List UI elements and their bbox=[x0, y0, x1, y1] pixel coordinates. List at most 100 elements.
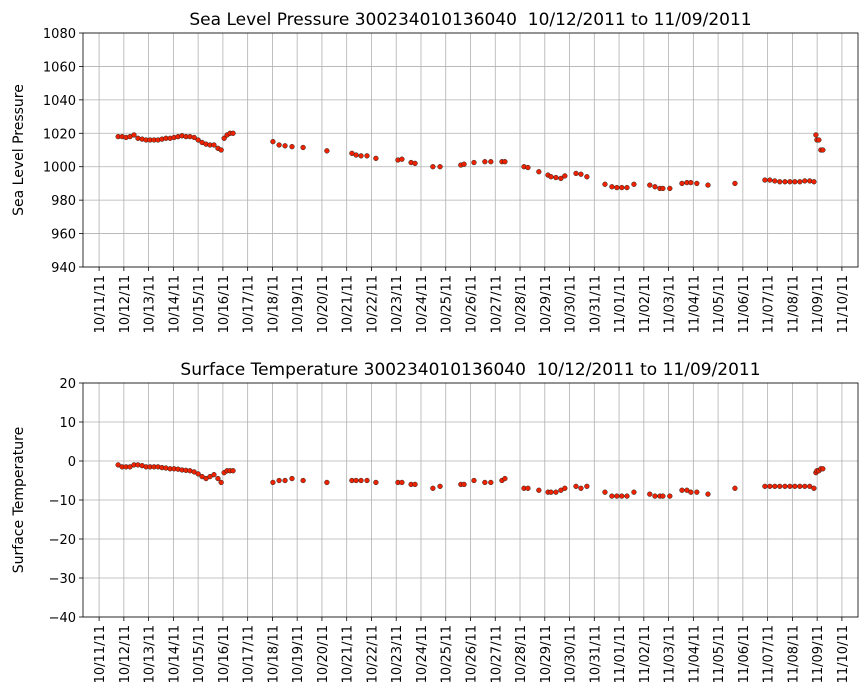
point bbox=[488, 159, 494, 165]
point bbox=[614, 493, 620, 499]
point bbox=[282, 477, 288, 484]
x-tick-label: 10/31/11 bbox=[588, 275, 603, 333]
point bbox=[430, 164, 436, 170]
y-axis-label: Sea Level Pressure bbox=[11, 84, 27, 216]
point bbox=[767, 483, 773, 490]
x-tick-label: 10/15/11 bbox=[192, 275, 207, 333]
point bbox=[373, 155, 379, 162]
point bbox=[767, 177, 773, 183]
point bbox=[602, 181, 608, 187]
x-tick-label: 10/28/11 bbox=[514, 275, 529, 333]
point bbox=[792, 483, 798, 490]
point bbox=[437, 164, 443, 170]
point bbox=[811, 485, 817, 491]
point bbox=[660, 493, 666, 499]
y-tick-label: 1060 bbox=[43, 60, 76, 75]
point bbox=[562, 485, 568, 491]
x-tick-label: 10/20/11 bbox=[316, 275, 331, 333]
point bbox=[211, 472, 217, 478]
x-tick-label: 11/03/11 bbox=[663, 625, 678, 683]
point bbox=[619, 184, 625, 191]
point bbox=[482, 159, 488, 165]
point bbox=[762, 177, 768, 183]
x-tick-label: 11/08/11 bbox=[786, 625, 801, 683]
point bbox=[289, 475, 295, 482]
point bbox=[230, 468, 236, 474]
point bbox=[782, 483, 788, 490]
x-tick-label: 10/15/11 bbox=[192, 625, 207, 683]
point bbox=[807, 178, 813, 184]
x-tick-label: 10/30/11 bbox=[564, 625, 579, 683]
x-tick-label: 10/25/11 bbox=[440, 275, 455, 333]
y-tick-label: 980 bbox=[51, 194, 76, 209]
x-tick-label: 10/24/11 bbox=[415, 625, 430, 683]
point bbox=[732, 485, 738, 491]
point bbox=[652, 493, 658, 499]
point bbox=[811, 179, 817, 185]
point bbox=[820, 466, 826, 472]
point bbox=[488, 479, 494, 486]
point bbox=[797, 179, 803, 185]
point bbox=[525, 485, 531, 491]
x-tick-label: 10/22/11 bbox=[365, 275, 380, 333]
x-tick-label: 10/11/11 bbox=[93, 275, 108, 333]
x-tick-label: 10/13/11 bbox=[143, 625, 158, 683]
x-tick-label: 10/24/11 bbox=[415, 275, 430, 333]
point bbox=[195, 471, 201, 477]
point bbox=[364, 477, 370, 484]
x-tick-label: 11/09/11 bbox=[811, 625, 826, 683]
point bbox=[792, 179, 798, 185]
point bbox=[412, 481, 418, 488]
point bbox=[762, 483, 768, 490]
x-tick-label: 10/20/11 bbox=[316, 625, 331, 683]
point bbox=[548, 489, 554, 495]
point bbox=[187, 133, 193, 140]
point bbox=[631, 181, 637, 187]
y-tick-label: 1080 bbox=[43, 27, 76, 42]
point bbox=[461, 161, 467, 167]
point bbox=[270, 479, 276, 486]
point bbox=[679, 487, 685, 493]
point bbox=[782, 179, 788, 185]
point bbox=[797, 483, 803, 490]
point bbox=[688, 489, 694, 495]
point bbox=[358, 477, 364, 484]
point bbox=[772, 178, 778, 184]
y-tick-label: 1040 bbox=[43, 94, 76, 109]
x-tick-label: 11/08/11 bbox=[786, 275, 801, 333]
point bbox=[732, 180, 738, 187]
point bbox=[652, 184, 658, 190]
point bbox=[553, 489, 559, 495]
x-tick-label: 10/26/11 bbox=[465, 625, 480, 683]
x-tick-label: 10/23/11 bbox=[390, 625, 405, 683]
x-tick-label: 11/04/11 bbox=[687, 625, 702, 683]
point bbox=[525, 164, 531, 171]
x-tick-label: 11/02/11 bbox=[638, 275, 653, 333]
x-tick-label: 10/27/11 bbox=[489, 625, 504, 683]
point bbox=[619, 493, 625, 499]
y-tick-label: −10 bbox=[49, 494, 76, 509]
point bbox=[578, 485, 584, 491]
point bbox=[215, 475, 221, 482]
point bbox=[471, 477, 477, 484]
x-tick-label: 10/19/11 bbox=[291, 625, 306, 683]
point bbox=[584, 174, 590, 180]
point bbox=[679, 180, 685, 187]
x-tick-label: 10/26/11 bbox=[465, 275, 480, 333]
point bbox=[667, 185, 673, 192]
x-tick-label: 11/05/11 bbox=[712, 275, 727, 333]
x-tick-label: 10/12/11 bbox=[118, 625, 133, 683]
y-tick-label: 1000 bbox=[43, 161, 76, 176]
x-tick-label: 10/28/11 bbox=[514, 625, 529, 683]
x-tick-label: 10/12/11 bbox=[118, 275, 133, 333]
x-tick-label: 10/14/11 bbox=[167, 275, 182, 333]
point bbox=[536, 169, 542, 175]
point bbox=[787, 483, 793, 490]
point bbox=[218, 479, 224, 486]
x-tick-label: 10/17/11 bbox=[242, 625, 257, 683]
point bbox=[324, 148, 330, 154]
x-tick-label: 10/14/11 bbox=[167, 625, 182, 683]
point bbox=[558, 175, 564, 182]
x-tick-label: 10/23/11 bbox=[390, 275, 405, 333]
point bbox=[218, 147, 224, 153]
